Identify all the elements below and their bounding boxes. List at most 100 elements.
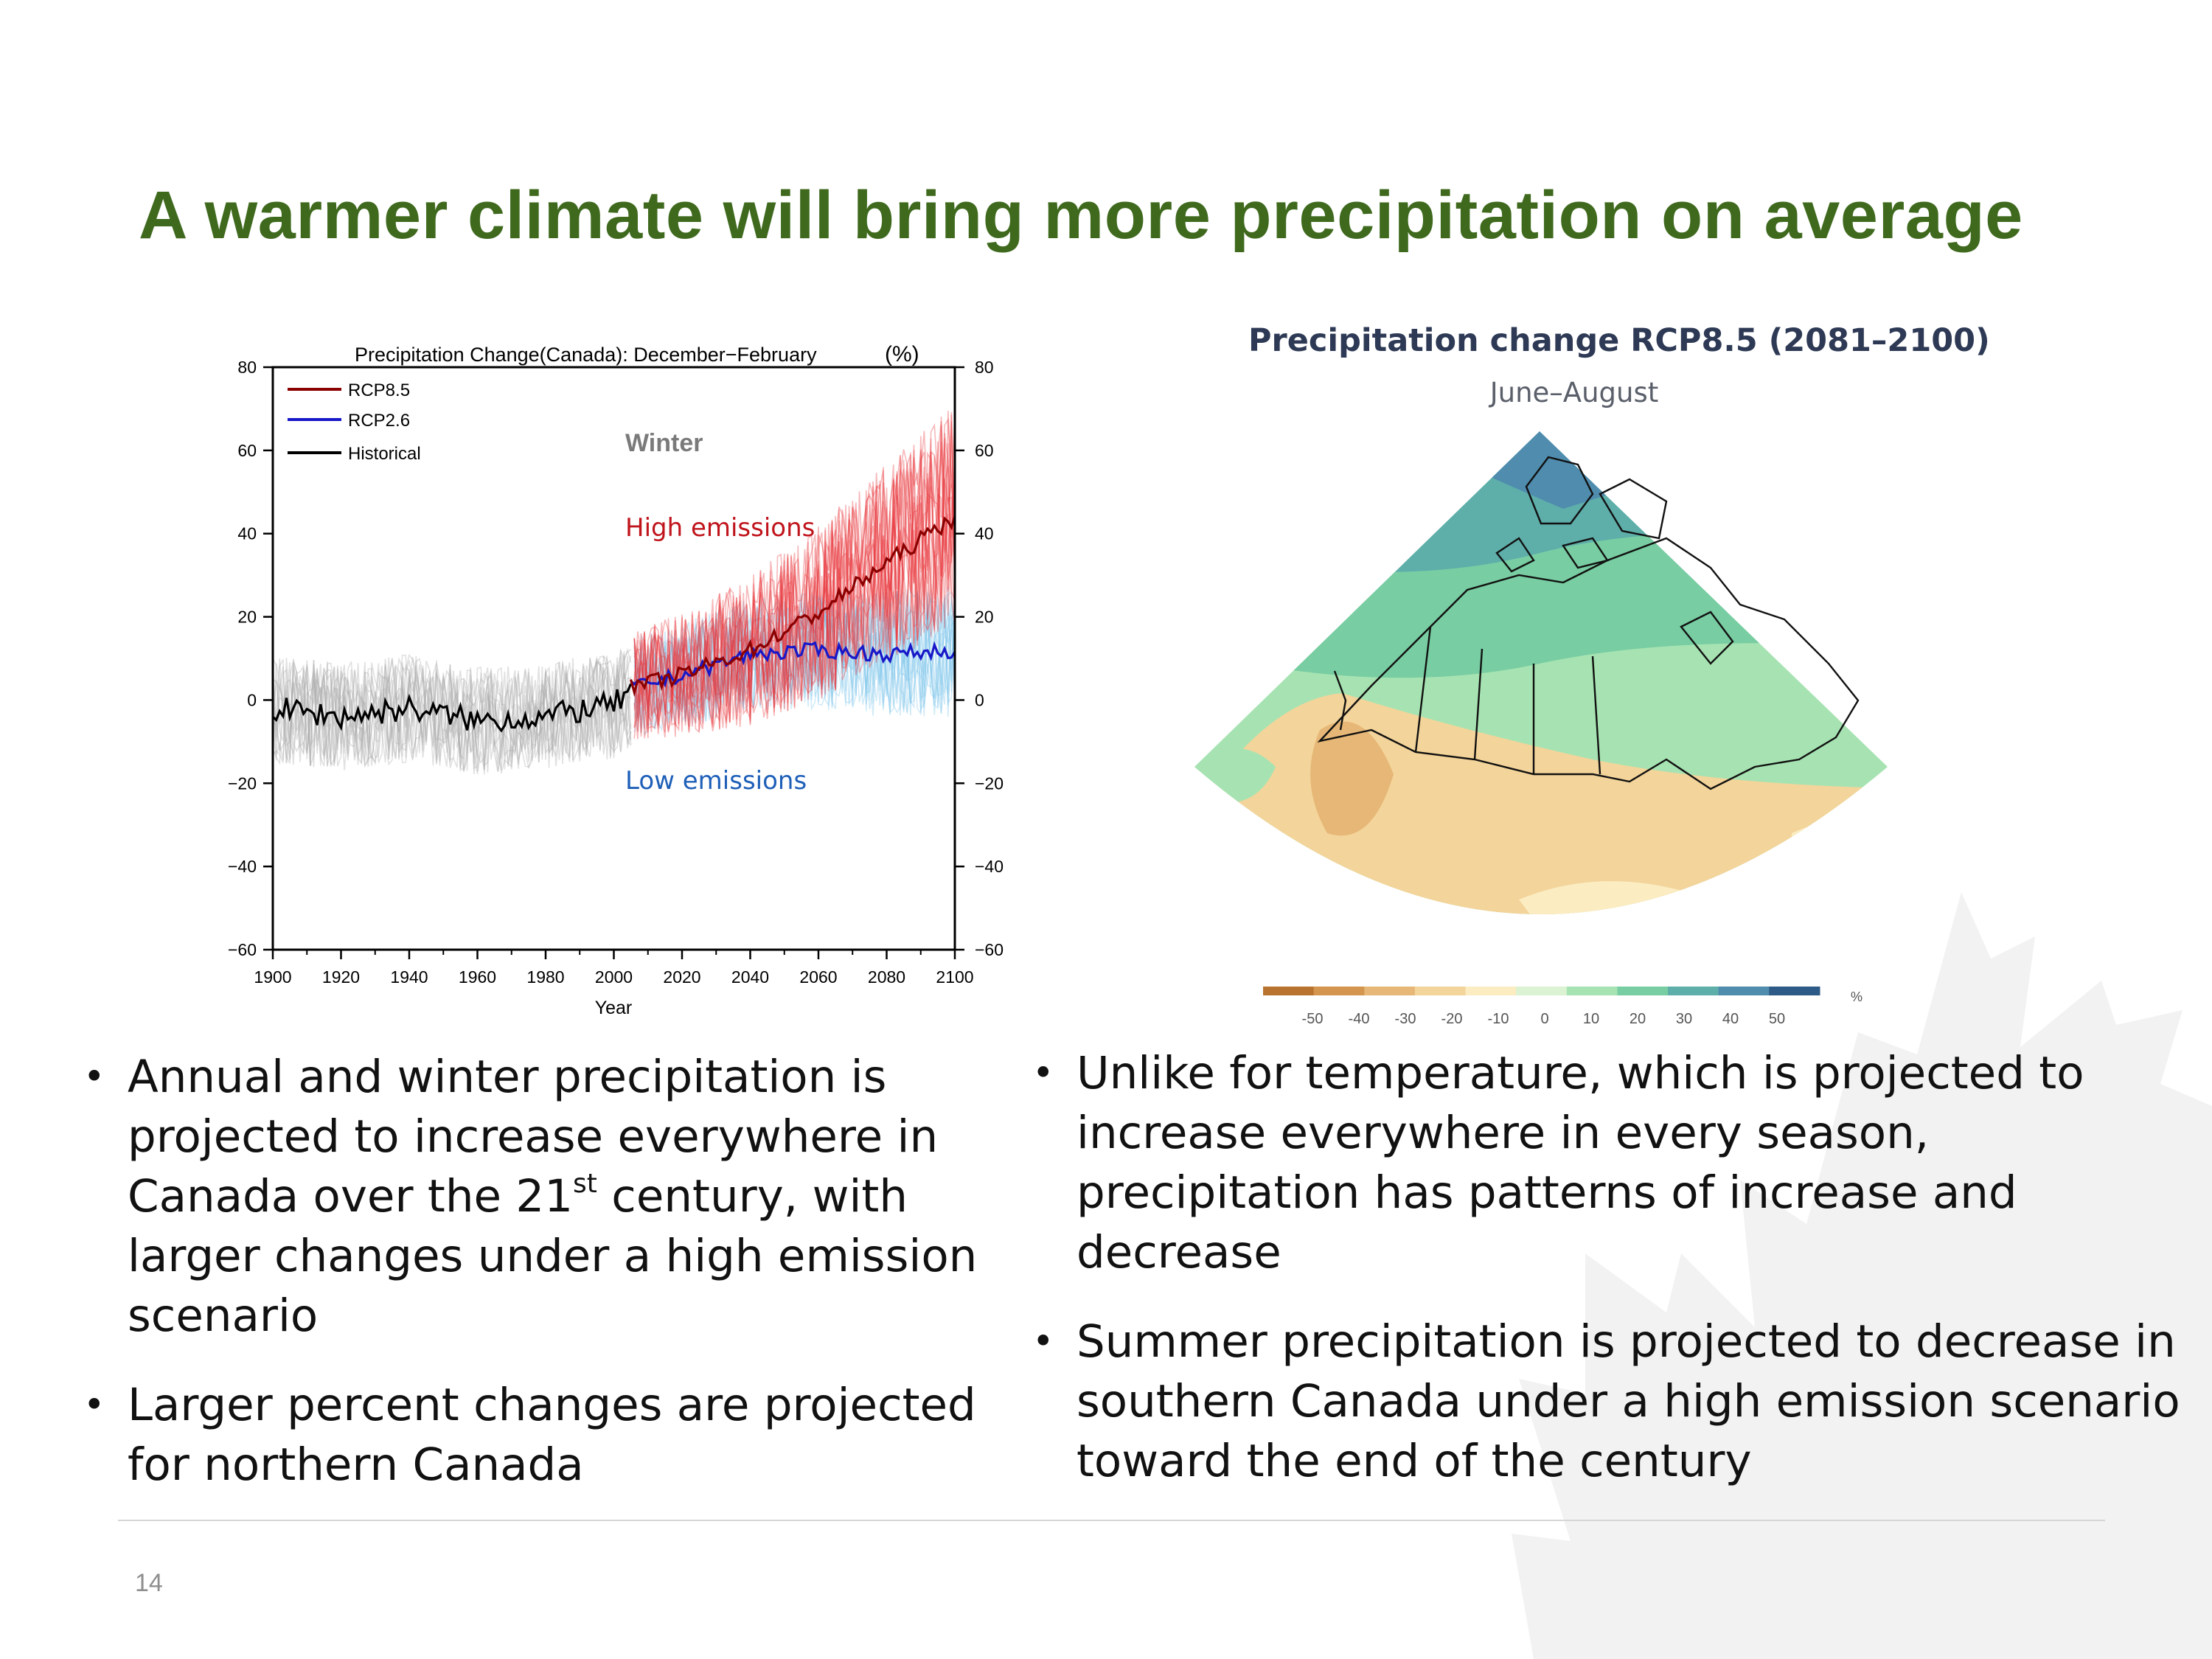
canada-outline	[1317, 456, 1860, 790]
historical-mean-line	[271, 683, 633, 733]
colorbar-tick-label: -20	[1441, 1011, 1463, 1025]
x-tick-label: 2060	[799, 967, 837, 987]
colorbar-swatch	[1516, 987, 1568, 995]
x-tick-label: 1960	[459, 967, 496, 987]
y-tick-label: 80	[237, 358, 257, 377]
historical-ensemble-line	[273, 662, 632, 771]
historical-ensemble-line	[273, 655, 632, 768]
rcp85-ensemble-line	[633, 473, 956, 739]
colorbar-swatch	[1617, 987, 1669, 995]
chart-legend: RCP8.5 RCP2.6 Historical	[288, 380, 421, 464]
bullet-northern-canada: Larger percent changes are projected for…	[80, 1375, 1038, 1495]
rcp26-ensemble-line	[633, 593, 956, 724]
x-tick-label: 2080	[868, 967, 905, 987]
historical-ensemble-line	[273, 649, 632, 774]
y-tick-label: −20	[228, 773, 257, 793]
x-tick-label: 2020	[663, 967, 700, 987]
rcp85-mean-line	[630, 515, 956, 698]
colorbar-tick-label: 30	[1676, 1011, 1692, 1025]
y-tick-label-right: 80	[975, 358, 994, 377]
map-title: Precipitation change RCP8.5 (2081–2100)	[1248, 322, 1990, 359]
colorbar-swatch	[1263, 987, 1315, 995]
y-tick-label-right: 40	[975, 524, 994, 543]
historical-ensemble-line	[273, 659, 632, 768]
colorbar-tick-label: 10	[1583, 1011, 1599, 1025]
legend-rcp85: RCP8.5	[348, 380, 410, 400]
map-field	[1194, 431, 1888, 914]
x-tick-label: 1980	[526, 967, 564, 987]
low-emissions-label: Low emissions	[625, 766, 807, 796]
map-subtitle: June–August	[1489, 377, 1659, 408]
historical-ensemble-line	[273, 657, 632, 770]
rcp26-ensemble-line	[633, 591, 956, 736]
rcp85-ensemble-line	[633, 414, 956, 738]
colorbar-unit: %	[1851, 990, 1863, 1004]
y-tick-label: 20	[237, 608, 257, 627]
historical-ensemble-line	[273, 655, 632, 774]
footer-divider	[118, 1520, 2105, 1521]
rcp85-ensemble-line	[633, 449, 956, 739]
y-tick-label-right: −40	[975, 857, 1004, 876]
x-axis-label: Year	[595, 998, 633, 1018]
legend-historical: Historical	[348, 444, 421, 464]
colorbar-swatch	[1364, 987, 1416, 995]
rcp26-mean-line	[630, 641, 956, 688]
bullet-summer-decrease: Summer precipitation is projected to dec…	[1029, 1312, 2201, 1491]
bullet-annual-winter: Annual and winter precipitation is proje…	[80, 1047, 1038, 1346]
rcp85-ensemble-line	[633, 433, 956, 732]
colorbar-swatch	[1465, 987, 1517, 995]
bullet-unlike-temperature: Unlike for temperature, which is project…	[1029, 1043, 2201, 1282]
y-tick-label-right: 60	[975, 441, 994, 460]
season-label: Winter	[625, 429, 703, 457]
page-number: 14	[135, 1569, 163, 1597]
rcp26-ensemble-line	[633, 593, 956, 723]
colorbar-swatch	[1313, 987, 1365, 995]
y-tick-label-right: −60	[975, 940, 1004, 959]
x-tick-label: 1940	[390, 967, 428, 987]
historical-ensemble-line	[273, 651, 632, 765]
x-tick-label: 2040	[731, 967, 769, 987]
chart-title: Precipitation Change(Canada): December−F…	[355, 344, 817, 366]
colorbar-tick-label: 40	[1722, 1011, 1739, 1025]
legend-rcp26: RCP2.6	[348, 411, 410, 431]
rcp26-ensemble-line	[633, 593, 956, 728]
colorbar-swatch	[1414, 987, 1467, 995]
x-tick-label: 1900	[254, 967, 291, 987]
y-tick-label: −60	[228, 940, 257, 959]
y-tick-label-right: −20	[975, 773, 1004, 793]
rcp85-ensemble-line	[633, 443, 956, 727]
historical-ensemble-line	[273, 657, 631, 773]
rcp85-ensemble-line	[633, 436, 956, 739]
colorbar-swatch	[1566, 987, 1618, 995]
colorbar-tick-label: -50	[1302, 1011, 1324, 1025]
rcp85-ensemble-line	[633, 456, 956, 731]
rcp26-ensemble-line	[633, 590, 956, 720]
rcp26-ensemble-line	[633, 585, 956, 734]
y-tick-label: 40	[237, 524, 257, 543]
high-emissions-label: High emissions	[625, 513, 815, 543]
colorbar-tick-label: 0	[1540, 1011, 1548, 1025]
colorbar-tick-label: 20	[1630, 1011, 1646, 1025]
left-bullet-list: Annual and winter precipitation is proje…	[80, 1047, 1038, 1524]
rcp26-ensemble-line	[633, 590, 956, 717]
precipitation-timeseries-chart: 1900 1920 1940 1960 1980 2000 2020 2040 2060 2080…	[228, 342, 1004, 1018]
y-tick-label: 0	[247, 690, 257, 709]
y-tick-label: −40	[228, 857, 257, 876]
colorbar-tick-label: 50	[1769, 1011, 1785, 1025]
rcp85-ensemble-line	[633, 411, 956, 740]
colorbar-swatch	[1668, 987, 1719, 995]
x-tick-label: 2000	[595, 967, 633, 987]
y-tick-label: 60	[237, 441, 257, 460]
colorbar-swatch	[1718, 987, 1770, 995]
colorbar-tick-label: -30	[1395, 1011, 1416, 1025]
colorbar-tick-label: -40	[1349, 1011, 1370, 1025]
slide-title: A warmer climate will bring more precipi…	[139, 178, 2023, 253]
chart-unit-label: (%)	[885, 342, 919, 366]
rcp85-ensemble-line	[633, 422, 956, 732]
rcp85-ensemble-line	[633, 412, 956, 723]
colorbar-swatch	[1769, 987, 1820, 995]
colorbar-tick-label: -10	[1488, 1011, 1509, 1025]
historical-ensemble-line	[273, 647, 632, 770]
rcp26-ensemble-line	[633, 584, 956, 731]
x-tick-label: 2100	[936, 967, 973, 987]
